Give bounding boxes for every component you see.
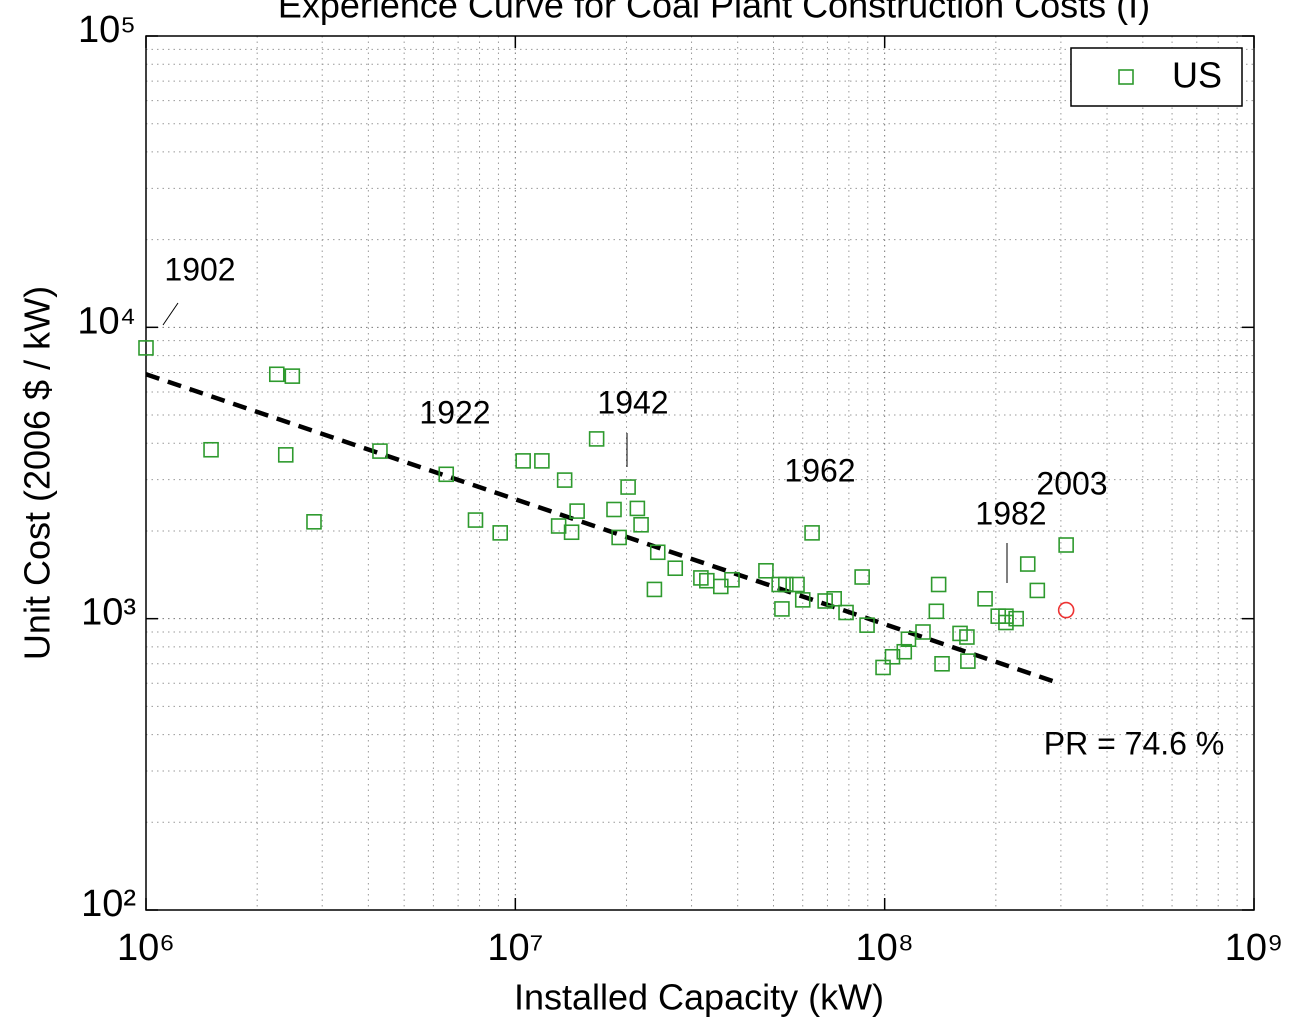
data-point <box>467 512 484 528</box>
data-point <box>633 516 649 533</box>
data-point <box>934 655 950 672</box>
data-point <box>896 643 913 660</box>
data-point <box>1008 610 1024 627</box>
annotation: 1902 <box>164 251 235 287</box>
data-point <box>998 614 1014 631</box>
chart-title: Experience Curve for Coal Plant Construc… <box>278 0 1150 26</box>
data-point <box>884 648 901 665</box>
y-tick-label: 10³ <box>81 592 136 634</box>
data-point <box>569 503 585 519</box>
legend-marker <box>1118 69 1134 85</box>
legend-box <box>1070 47 1243 107</box>
data-point <box>1029 582 1046 599</box>
data-point <box>534 453 550 469</box>
data-point <box>977 591 993 607</box>
data-point <box>915 624 931 640</box>
annotation: 1922 <box>419 394 490 430</box>
data-point <box>372 443 388 459</box>
data-point <box>492 525 509 541</box>
data-point <box>306 514 322 530</box>
x-tick-label: 10⁸ <box>856 927 914 969</box>
annotation-leader <box>162 302 179 326</box>
data-point <box>960 653 976 669</box>
x-tick-label: 10⁷ <box>487 927 543 969</box>
data-point <box>758 562 774 579</box>
data-point <box>563 524 580 541</box>
data-point <box>859 617 875 633</box>
data-point <box>693 570 709 586</box>
data-point <box>515 453 531 469</box>
y-axis-label: Unit Cost (2006 $ / kW) <box>17 286 58 660</box>
data-point <box>667 560 684 577</box>
data-point <box>646 581 663 598</box>
data-point <box>611 529 627 546</box>
annotation: 1962 <box>784 452 855 488</box>
data-point <box>794 592 811 608</box>
data-point <box>268 366 285 383</box>
data-point <box>1019 556 1036 572</box>
data-point <box>804 525 820 541</box>
data-point <box>203 441 219 458</box>
data-point <box>649 544 666 561</box>
data-point <box>556 472 573 488</box>
data-point <box>959 629 975 645</box>
data-point <box>826 591 842 607</box>
data-point <box>789 576 805 593</box>
x-tick-label: 10⁹ <box>1225 927 1284 969</box>
data-point <box>588 431 605 447</box>
data-point <box>774 601 790 617</box>
data-point <box>620 479 636 495</box>
data-point <box>928 603 945 620</box>
y-tick-label: 10⁵ <box>78 9 136 51</box>
data-point <box>778 576 794 593</box>
x-tick-label: 10⁶ <box>117 927 175 969</box>
data-point <box>930 576 947 593</box>
y-tick-label: 10² <box>81 883 136 925</box>
trend-line <box>145 372 1060 686</box>
data-point <box>277 447 294 463</box>
legend-label: US <box>1172 55 1222 96</box>
data-point <box>284 368 301 384</box>
annotation: 1982 <box>975 495 1046 531</box>
data-point <box>138 340 154 356</box>
annotation: 1942 <box>597 384 668 420</box>
plot-frame <box>145 35 1255 911</box>
data-point <box>875 659 891 676</box>
annotation: PR = 74.6 % <box>1044 725 1225 761</box>
data-point <box>1058 537 1074 553</box>
annotation: 2003 <box>1036 465 1107 501</box>
data-point <box>854 569 870 585</box>
x-axis-label: Installed Capacity (kW) <box>514 977 884 1018</box>
data-point <box>724 571 740 588</box>
data-point <box>838 604 854 621</box>
data-point <box>606 501 622 518</box>
data-point <box>438 466 455 483</box>
y-tick-label: 10⁴ <box>77 300 136 342</box>
data-point <box>629 500 646 517</box>
highlight-point <box>1057 601 1075 619</box>
data-point <box>817 593 833 609</box>
